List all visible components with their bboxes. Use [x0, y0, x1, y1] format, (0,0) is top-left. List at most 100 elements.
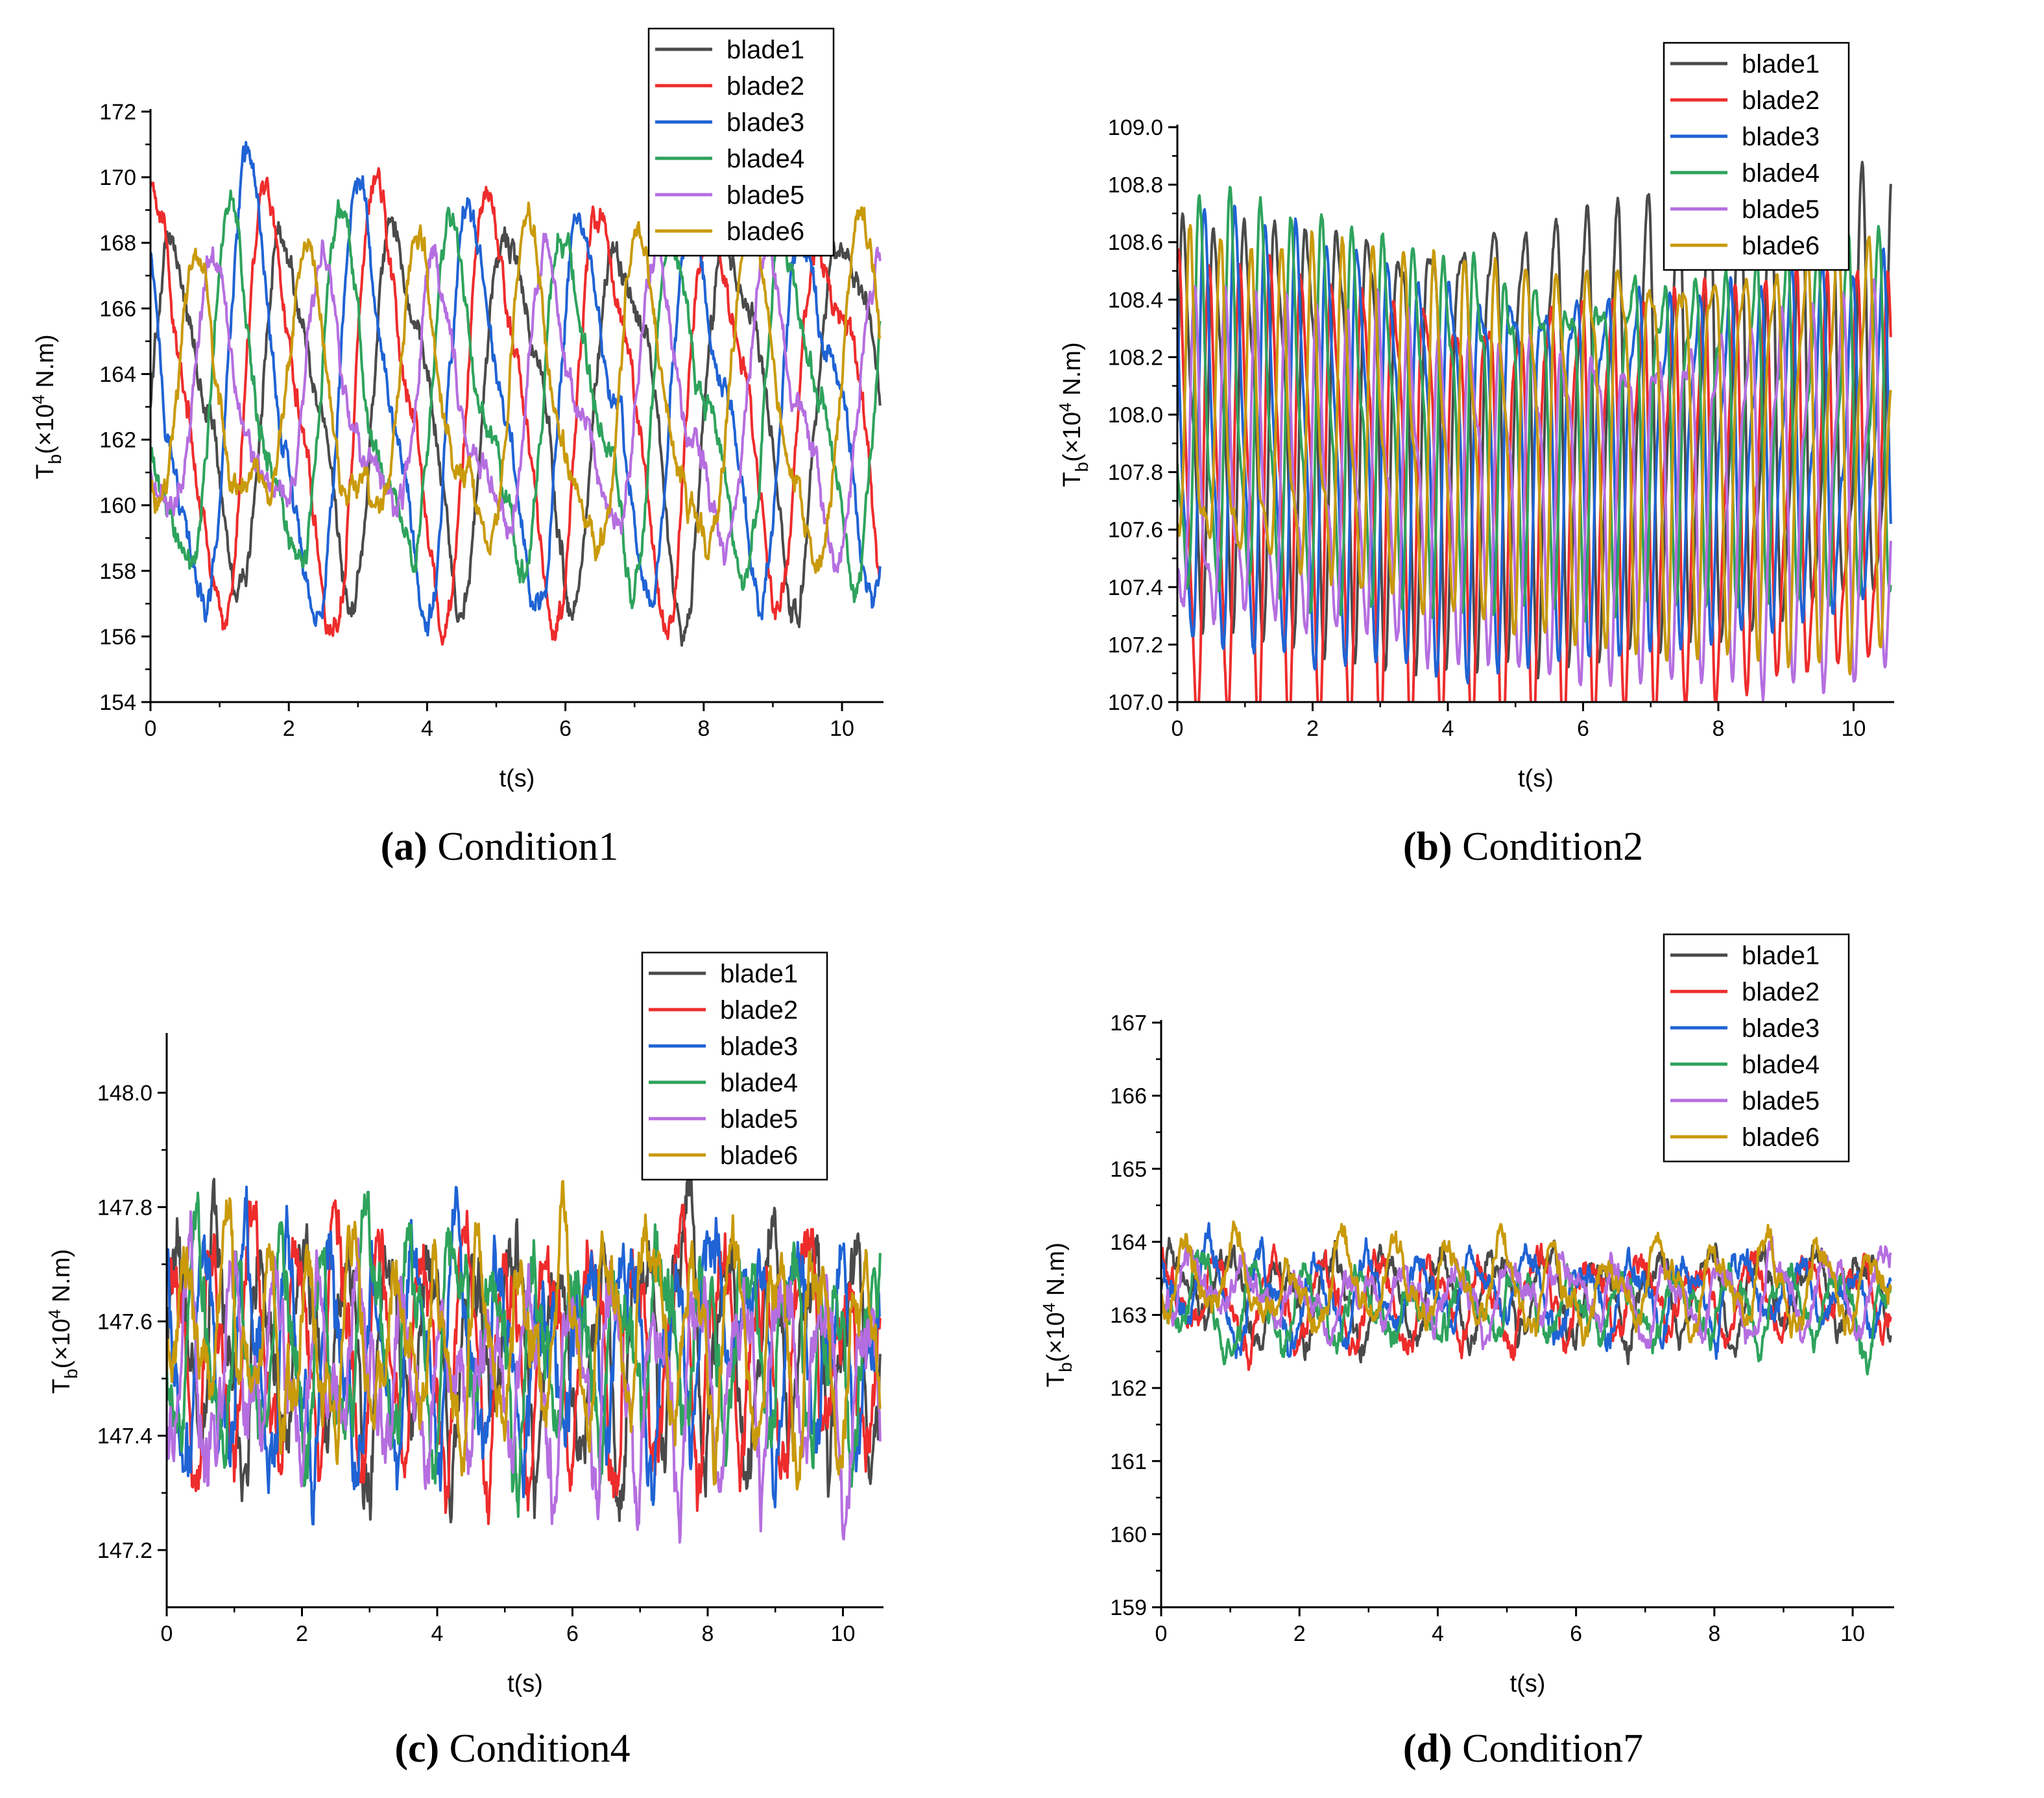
legend-label-blade6: blade6: [727, 217, 804, 246]
y-tick-label: 108.8: [1108, 173, 1163, 198]
y-tick-label: 167: [1110, 1011, 1147, 1036]
x-tick-label: 0: [161, 1622, 173, 1646]
legend: blade1 blade2 blade3 blade4 blade5 blade6: [1663, 42, 1850, 271]
y-tick-label: 147.2: [97, 1538, 152, 1563]
x-tick-label: 8: [1713, 716, 1725, 741]
legend-label-blade4: blade4: [720, 1069, 798, 1097]
legend: blade1 blade2 blade3 blade4 blade5 blade6: [641, 951, 828, 1181]
y-tick-label: 165: [1110, 1157, 1147, 1182]
y-tick-label: 162: [1110, 1376, 1147, 1401]
legend-label-blade6: blade6: [1742, 1123, 1820, 1152]
legend-label-blade5: blade5: [1742, 1087, 1820, 1115]
legend-label-blade2: blade2: [1742, 978, 1820, 1006]
x-tick-label: 2: [283, 716, 295, 741]
series-group: [150, 141, 882, 647]
x-axis-label: t(s): [1518, 765, 1554, 792]
legend-label-blade5: blade5: [720, 1105, 798, 1134]
y-tick-label: 166: [99, 297, 136, 321]
y-tick-label: 161: [1110, 1450, 1147, 1474]
x-tick-label: 8: [1708, 1622, 1720, 1646]
x-tick-label: 2: [296, 1622, 308, 1646]
legend-label-blade1: blade1: [1742, 50, 1820, 79]
series-line-blade5: [1161, 1235, 1892, 1350]
y-axis-label: Tb(×104 N.m): [1055, 342, 1092, 487]
y-tick-label: 107.0: [1108, 690, 1163, 715]
legend-label-blade3: blade3: [720, 1032, 798, 1061]
x-tick-label: 6: [559, 716, 571, 741]
x-axis-label: t(s): [499, 765, 535, 792]
legend-label-blade4: blade4: [727, 145, 804, 173]
x-tick-label: 4: [421, 716, 433, 741]
series-line-blade1: [150, 216, 882, 647]
legend-label-blade2: blade2: [727, 72, 804, 101]
series-line-blade3: [1177, 204, 1892, 685]
y-tick-label: 159: [1110, 1596, 1147, 1620]
x-axis-label: t(s): [507, 1670, 543, 1697]
legend-label-blade3: blade3: [727, 108, 804, 137]
series-line-blade6: [1161, 1220, 1892, 1347]
panel-a: 0 2 4 6 8 10 154 156 158 160 162 164 166 168 170 172 t(s…: [29, 27, 884, 869]
y-tick-label: 163: [1110, 1304, 1147, 1328]
x-tick-label: 4: [431, 1622, 444, 1646]
x-tick-label: 10: [831, 1622, 856, 1646]
legend-label-blade2: blade2: [1742, 86, 1820, 115]
y-tick-label: 162: [99, 428, 136, 453]
panel-b: 0 2 4 6 8 10 107.0 107.2 107.4 107.6 107.8 108.0 108…: [1055, 42, 1894, 869]
series-line-blade3: [167, 1185, 882, 1525]
x-tick-label: 8: [697, 716, 710, 741]
legend-label-blade1: blade1: [720, 960, 798, 988]
y-tick-label: 160: [99, 494, 136, 518]
legend: blade1 blade2 blade3 blade4 blade5 blade6: [647, 27, 835, 257]
legend-label-blade3: blade3: [1742, 123, 1820, 151]
y-tick-label: 172: [99, 100, 136, 125]
legend-box: [641, 951, 828, 1181]
y-axis-label: Tb(×104 N.m): [45, 1249, 81, 1394]
legend: blade1 blade2 blade3 blade4 blade5 blade6: [1663, 933, 1850, 1163]
y-tick-label: 147.4: [97, 1424, 152, 1449]
panel-caption: (a) Condition1: [381, 825, 619, 869]
y-tick-label: 156: [99, 625, 136, 650]
y-tick-label: 154: [99, 690, 136, 715]
x-tick-label: 0: [1172, 716, 1184, 741]
legend-label-blade3: blade3: [1742, 1014, 1820, 1043]
legend-label-blade4: blade4: [1742, 159, 1820, 188]
x-tick-label: 4: [1442, 716, 1454, 741]
y-tick-label: 107.2: [1108, 633, 1163, 657]
x-tick-label: 2: [1306, 716, 1319, 741]
legend-label-blade1: blade1: [727, 36, 804, 64]
x-axis-label: t(s): [1510, 1670, 1546, 1697]
legend-label-blade2: blade2: [720, 996, 798, 1025]
y-tick-label: 108.4: [1108, 288, 1163, 313]
legend-label-blade6: blade6: [720, 1141, 798, 1170]
panel-c: 0 2 4 6 8 10 147.2 147.4 147.6 147.8 148.0 t(s) Tb(×…: [45, 951, 884, 1771]
series-group: [167, 1174, 882, 1544]
y-tick-label: 107.8: [1108, 461, 1163, 485]
x-tick-label: 10: [1842, 716, 1866, 741]
legend-box: [647, 27, 835, 257]
series-line-blade6: [1177, 224, 1892, 675]
legend-label-blade4: blade4: [1742, 1051, 1820, 1079]
y-tick-label: 160: [1110, 1522, 1147, 1547]
series-line-blade4: [1177, 186, 1892, 623]
series-line-blade4: [167, 1191, 882, 1518]
y-tick-label: 109.0: [1108, 115, 1163, 140]
y-tick-label: 108.6: [1108, 230, 1163, 255]
series-group: [1161, 1220, 1892, 1376]
panel-caption: (c) Condition4: [394, 1727, 630, 1771]
y-tick-label: 107.4: [1108, 576, 1163, 600]
x-tick-label: 10: [830, 716, 854, 741]
panel-d: 0 2 4 6 8 10 159 160 161 162 163 164 165 166 167 t(s) Tb…: [1039, 933, 1894, 1771]
x-tick-label: 4: [1432, 1622, 1444, 1646]
x-tick-label: 6: [566, 1622, 579, 1646]
y-tick-label: 108.0: [1108, 403, 1163, 428]
y-tick-label: 158: [99, 559, 136, 584]
y-tick-label: 170: [99, 165, 136, 190]
legend-label-blade1: blade1: [1742, 942, 1820, 970]
x-tick-label: 10: [1840, 1622, 1865, 1646]
y-tick-label: 164: [1110, 1230, 1147, 1255]
panel-caption: (b) Condition2: [1403, 825, 1643, 869]
y-tick-label: 107.6: [1108, 518, 1163, 542]
x-tick-label: 6: [1570, 1622, 1582, 1646]
panel-caption: (d) Condition7: [1403, 1727, 1643, 1771]
